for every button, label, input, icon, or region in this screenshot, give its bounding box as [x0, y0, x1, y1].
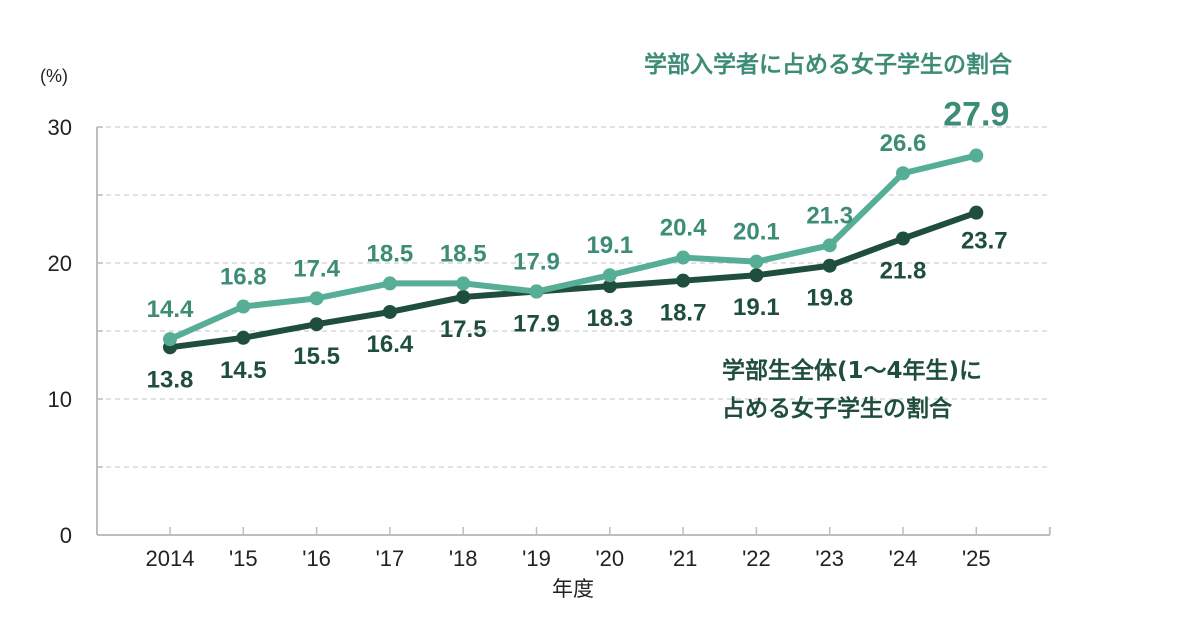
dark-series-title-line1: 学部生全体(1～4年生)に — [722, 357, 982, 384]
x-tick-label: '18 — [449, 546, 478, 571]
data-point-marker — [676, 273, 691, 288]
y-tick-label: 0 — [60, 523, 72, 548]
data-point-marker — [896, 166, 910, 181]
series-line — [169, 209, 978, 351]
data-labels: 14.4 16.8 17.4 18.5 18.5 17.9 19.1 20.4 20.1 21.3… — [147, 96, 1010, 394]
y-axis-unit: (%) — [40, 66, 68, 86]
y-axis-ticks: 0 10 20 30 — [48, 115, 72, 548]
data-label-entrants: 18.5 — [440, 240, 487, 267]
data-label-entrants: 18.5 — [367, 240, 414, 267]
x-tick-label: '20 — [595, 546, 624, 571]
data-point-marker — [822, 258, 837, 273]
x-tick-label: '16 — [302, 546, 331, 571]
data-point-marker — [602, 268, 617, 283]
data-label-all-students: 17.5 — [440, 316, 487, 343]
light-series-title: 学部入学者に占める女子学生の割合 — [644, 51, 1013, 78]
data-label-entrants: 16.8 — [220, 264, 267, 291]
data-point-marker — [163, 332, 177, 347]
series-line — [168, 152, 978, 342]
data-label-all-students: 17.9 — [513, 311, 560, 338]
data-label-entrants: 14.4 — [147, 296, 194, 323]
data-label-all-students: 21.8 — [880, 258, 927, 285]
data-label-all-students: 15.5 — [293, 343, 340, 370]
data-point-marker — [456, 276, 471, 291]
data-label-all-students: 18.3 — [586, 305, 633, 332]
y-tick-label: 30 — [48, 115, 72, 140]
data-point-marker — [382, 276, 397, 291]
x-tick-label: '22 — [742, 546, 771, 571]
data-point-marker — [969, 205, 984, 220]
data-point-marker — [456, 290, 471, 304]
x-tick-label: '21 — [669, 546, 698, 571]
series-entrants — [163, 148, 984, 347]
data-label-all-students: 18.7 — [660, 300, 707, 327]
data-label-entrants: 27.9 — [943, 96, 1009, 134]
data-label-all-students: 13.8 — [147, 366, 194, 393]
data-label-all-students: 23.7 — [961, 228, 1008, 255]
x-tick-label: '15 — [229, 546, 258, 571]
data-label-entrants: 17.4 — [293, 255, 340, 282]
dark-series-title-line2: 占める女子学生の割合 — [722, 395, 953, 422]
data-point-marker — [749, 268, 764, 283]
data-point-marker — [236, 299, 251, 314]
x-axis-title: 年度 — [552, 577, 594, 601]
y-tick-label: 20 — [48, 251, 72, 276]
data-point-marker — [969, 148, 984, 163]
data-point-marker — [896, 231, 910, 246]
x-tick-label: '25 — [962, 546, 991, 571]
axes — [96, 127, 1051, 536]
data-label-all-students: 14.5 — [220, 357, 267, 384]
series-lines — [163, 148, 984, 355]
data-point-marker — [529, 284, 544, 299]
data-label-entrants: 20.4 — [660, 215, 707, 242]
x-tick-label: '17 — [376, 546, 405, 571]
data-point-marker — [382, 304, 397, 319]
data-point-marker — [309, 317, 324, 332]
data-point-marker — [749, 254, 764, 269]
data-point-marker — [676, 250, 691, 265]
data-point-marker — [309, 291, 324, 306]
data-label-all-students: 19.1 — [733, 294, 780, 321]
x-axis-ticks: 2014 '15 '16 '17 '18 '19 '20 '21 '22 '23 '24 '25 — [146, 546, 991, 571]
x-tick-label: '19 — [522, 546, 551, 571]
x-tick-label: '23 — [815, 546, 844, 571]
data-label-entrants: 17.9 — [513, 249, 560, 276]
x-tick-label: 2014 — [146, 546, 195, 571]
x-tick-label: '24 — [889, 546, 918, 571]
data-point-marker — [602, 279, 617, 294]
data-label-entrants: 26.6 — [880, 130, 927, 157]
data-label-all-students: 16.4 — [367, 331, 414, 358]
series-all-students — [163, 205, 984, 355]
y-tick-label: 10 — [48, 387, 72, 412]
data-label-entrants: 20.1 — [733, 219, 780, 246]
data-label-entrants: 19.1 — [586, 232, 633, 259]
data-point-marker — [822, 238, 837, 253]
data-point-marker — [236, 330, 251, 345]
data-label-all-students: 19.8 — [806, 285, 853, 312]
data-label-entrants: 21.3 — [806, 202, 853, 229]
